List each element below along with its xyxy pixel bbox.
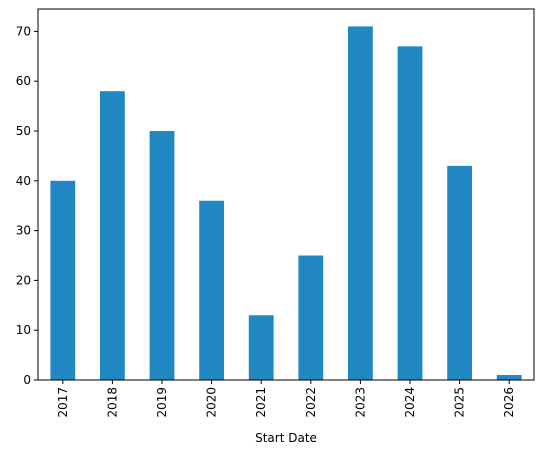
y-axis: 0 10 20 30 40 50 60 70 [16,24,38,387]
y-tick-label: 0 [23,373,31,387]
y-tick-label: 30 [16,224,31,238]
y-tick-label: 60 [16,74,31,88]
x-tick-label: 2023 [353,387,367,418]
y-tick-label: 10 [16,323,31,337]
x-tick-label: 2019 [155,387,169,418]
x-tick-label: 2021 [254,387,268,418]
x-tick-label: 2018 [105,387,119,418]
bar-2020 [199,200,224,380]
bar-2025 [447,165,472,380]
plot-frame [37,8,535,381]
x-tick-label: 2026 [502,387,516,418]
bar-2022 [298,255,324,380]
bar-2023 [348,26,373,380]
bar-2019 [149,131,175,380]
bar-2026 [496,375,522,380]
x-tick-label: 2020 [205,387,219,418]
bar-2024 [397,46,423,380]
bar-2017 [50,180,76,380]
x-axis: 2017 2018 2019 2020 2021 2022 2023 2024 2025 2026 [56,380,516,418]
bars-group [50,26,522,380]
y-tick-label: 50 [16,124,31,138]
bar-2018 [100,91,125,380]
x-tick-label: 2024 [403,387,417,418]
y-tick-label: 70 [16,24,31,38]
x-tick-label: 2017 [56,387,70,418]
x-tick-label: 2025 [453,387,467,418]
y-tick-label: 40 [16,174,31,188]
bar-2021 [248,315,274,380]
y-tick-label: 20 [16,273,31,287]
x-axis-title: Start Date [255,431,317,445]
x-tick-label: 2022 [304,387,318,418]
